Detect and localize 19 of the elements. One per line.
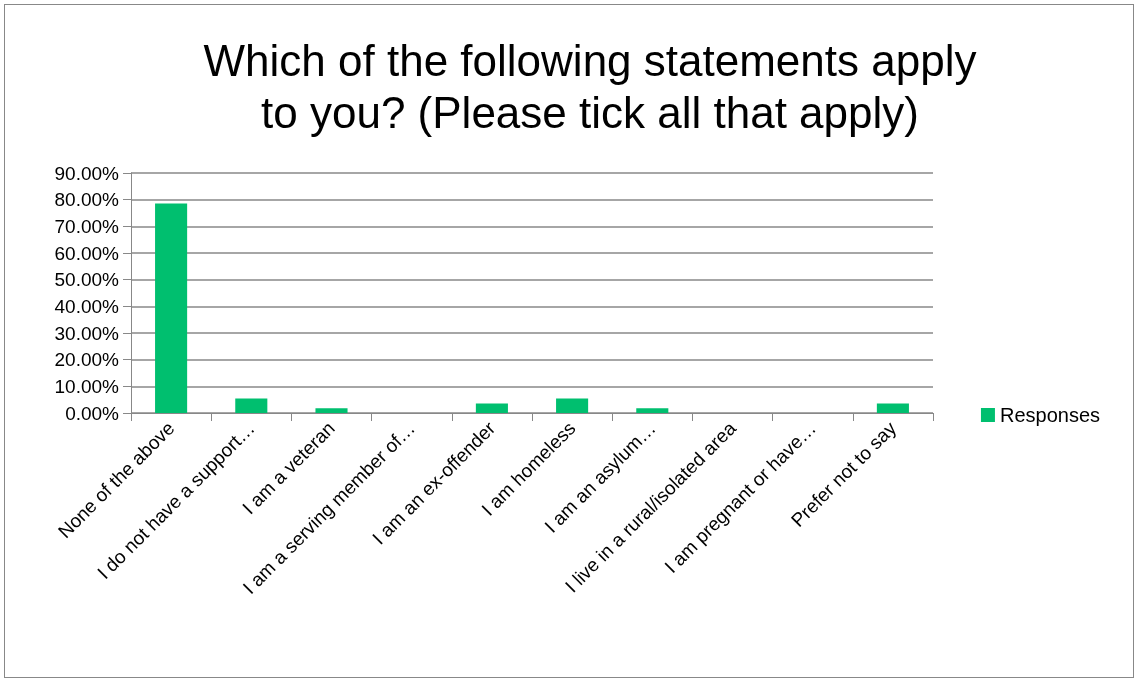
bar [556, 398, 589, 413]
bar [155, 203, 188, 413]
y-tick-label: 0.00% [65, 402, 120, 424]
chart-title: Which of the following statements apply to you? (Please tick all that apply) [203, 35, 977, 137]
bar [636, 408, 669, 413]
bar [235, 398, 268, 413]
bar [475, 403, 508, 413]
y-tick-label: 30.00% [54, 322, 120, 344]
y-tick-label: 70.00% [54, 215, 120, 237]
y-tick-label: 50.00% [54, 269, 120, 291]
y-tick-label: 40.00% [54, 295, 120, 317]
y-tick-label: 10.00% [54, 375, 120, 397]
bar [315, 408, 348, 413]
y-tick-label: 60.00% [54, 242, 120, 264]
y-tick-label: 20.00% [54, 349, 120, 371]
y-tick-label: 80.00% [54, 189, 120, 211]
legend-label: Responses [999, 404, 1100, 426]
bar [876, 403, 909, 413]
y-tick-label: 90.00% [54, 162, 120, 184]
